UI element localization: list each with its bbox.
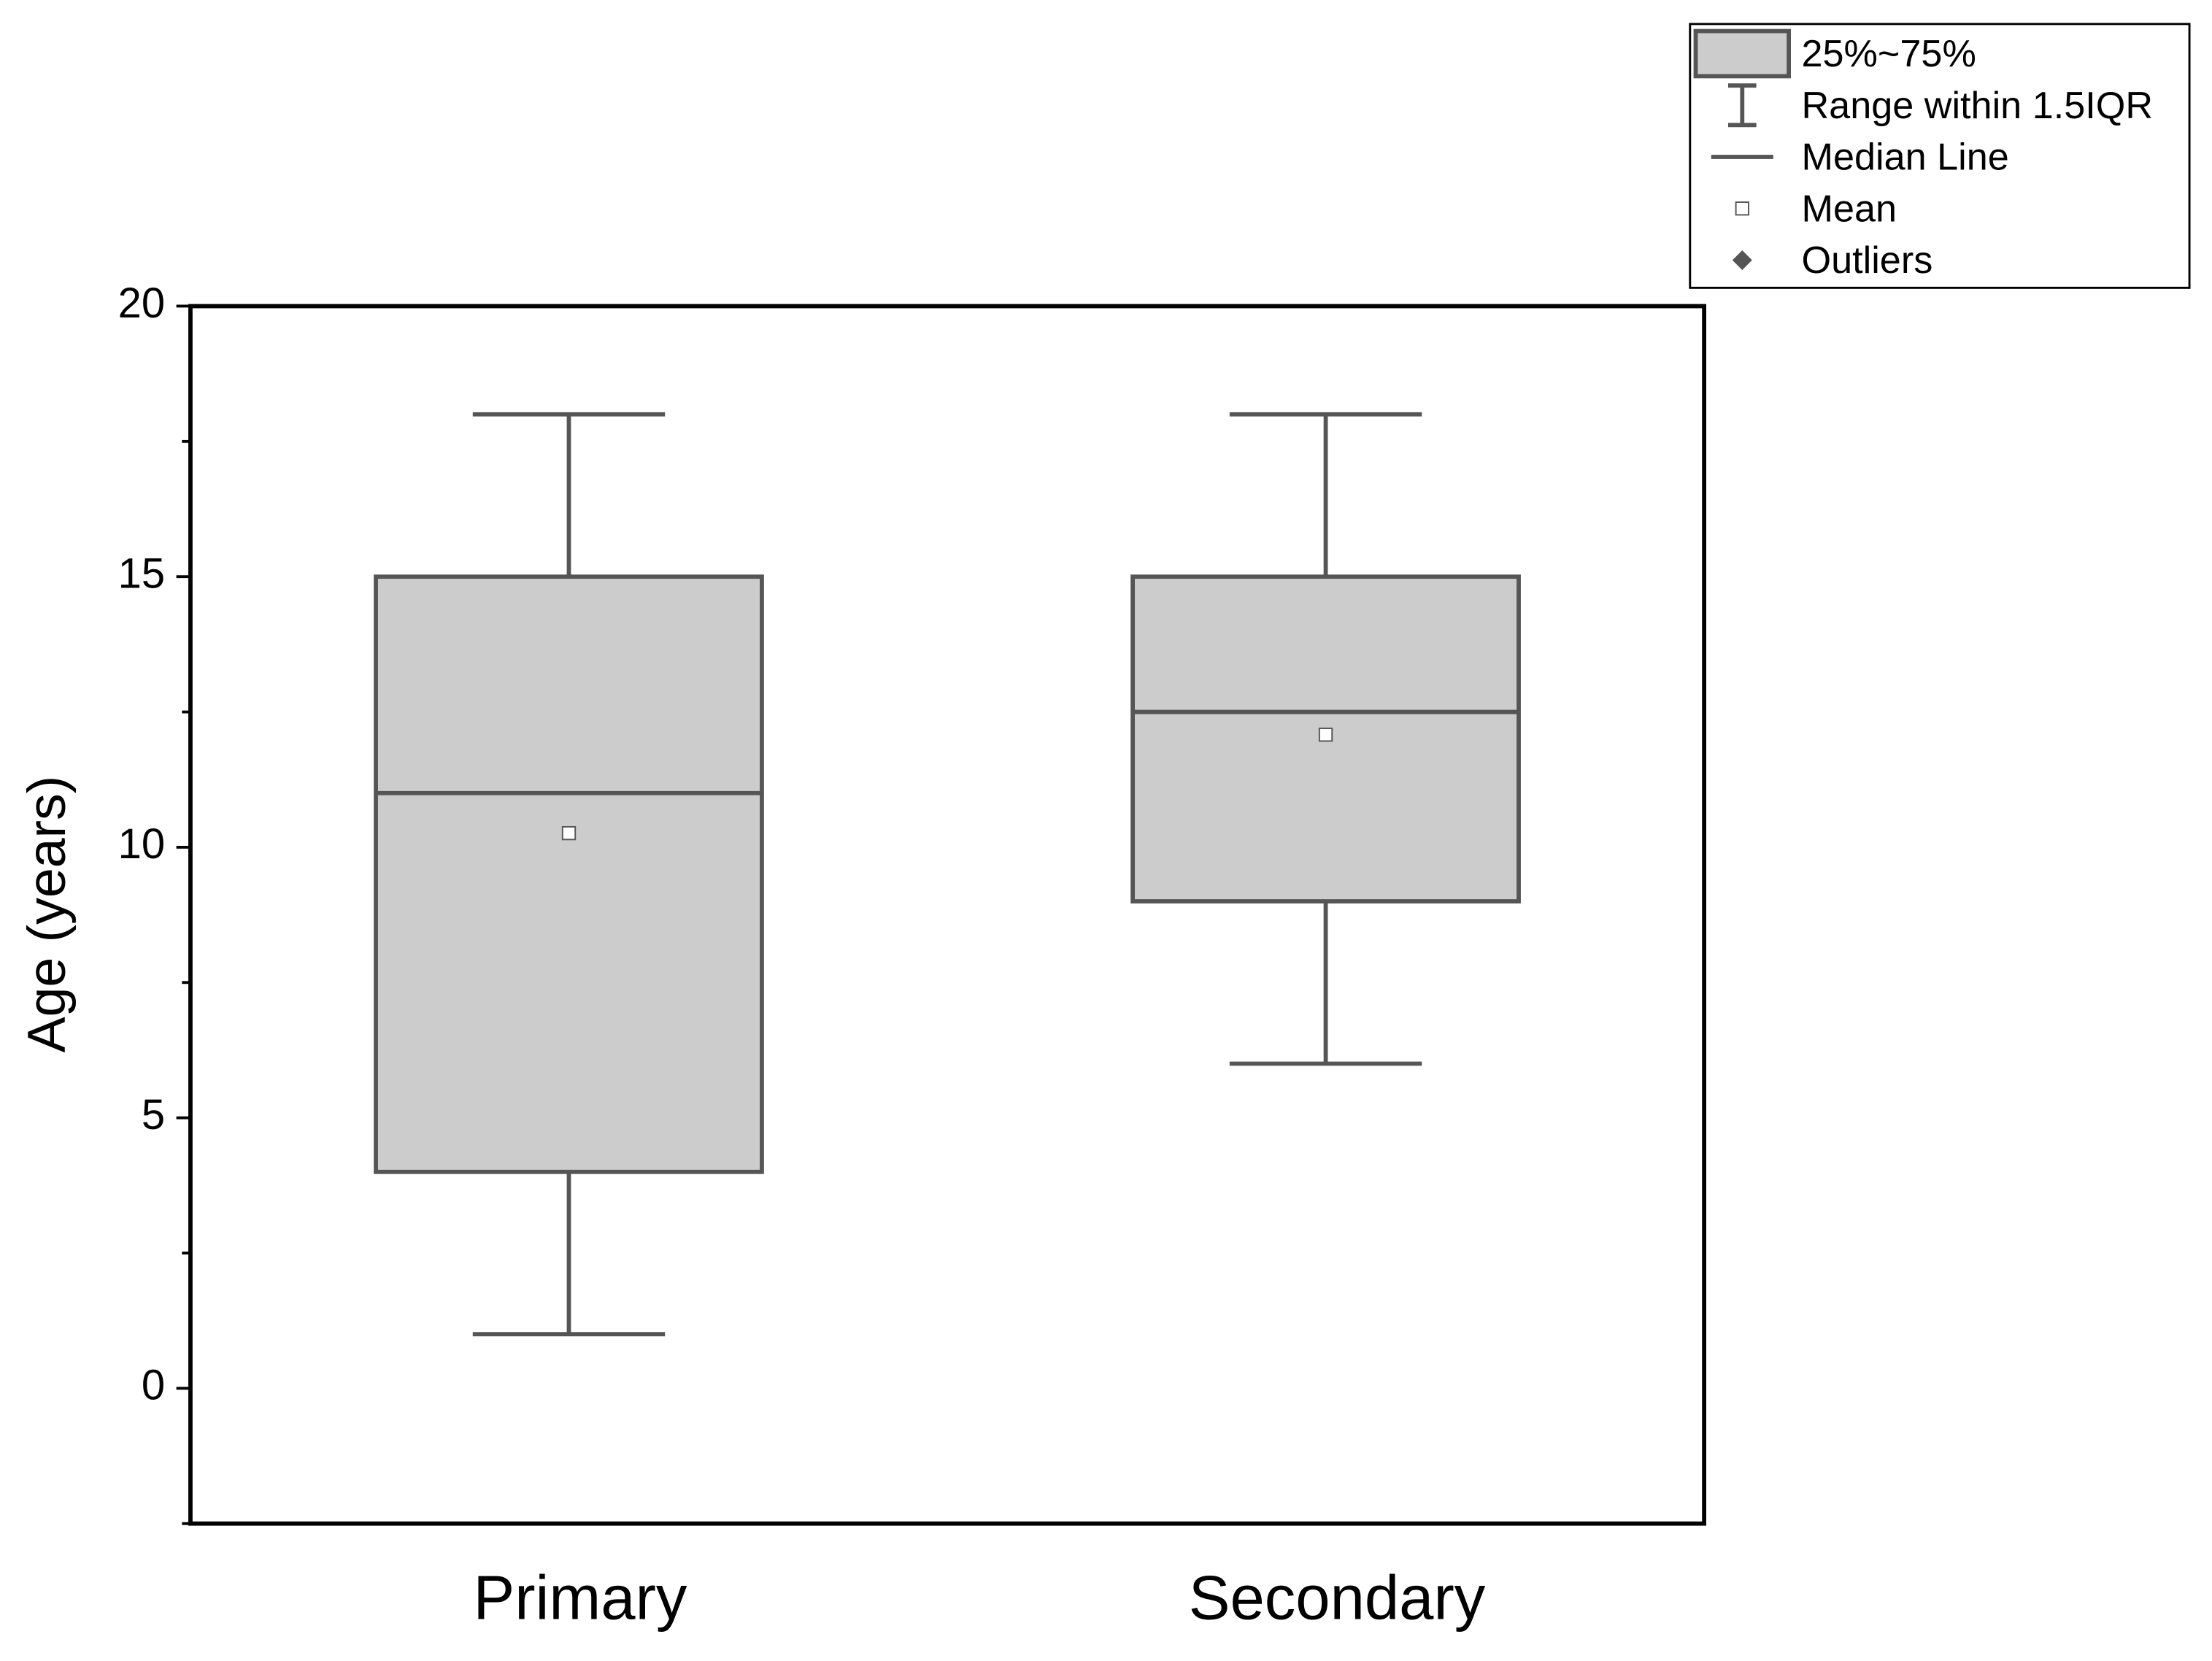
box [374, 574, 764, 1174]
legend-label: 25%~75% [1801, 33, 1976, 75]
x-tick-label: Primary [473, 1563, 687, 1633]
legend-label: Outliers [1801, 239, 1932, 282]
x-tick-label: Secondary [1189, 1563, 1486, 1633]
mean-marker [561, 825, 577, 841]
legend-box-symbol [1693, 28, 1791, 79]
legend-label: Mean [1801, 188, 1897, 230]
y-tick-label: 20 [118, 280, 166, 327]
plot-frame [188, 304, 1707, 1526]
y-tick-label: 5 [142, 1092, 165, 1138]
mean-marker [1318, 728, 1333, 742]
y-tick-label: 10 [118, 821, 166, 868]
legend-mean-symbol [1735, 201, 1749, 216]
legend-outlier-symbol [1732, 250, 1752, 271]
y-axis-label: Age (years) [17, 776, 77, 1053]
y-tick-label: 15 [118, 551, 166, 598]
legend-label: Median Line [1801, 136, 2008, 179]
legend-label: Range within 1.5IQR [1801, 85, 2153, 127]
y-tick-label: 0 [142, 1363, 165, 1409]
